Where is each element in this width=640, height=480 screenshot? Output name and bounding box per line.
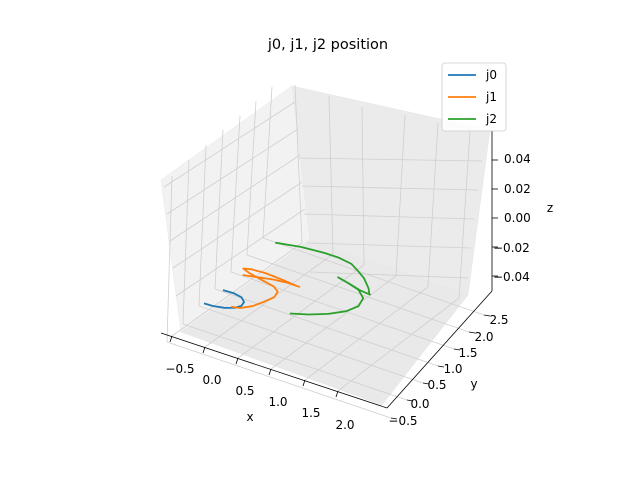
legend-label-j2: j2 — [485, 112, 497, 126]
floor-gridline-y — [166, 341, 392, 419]
back-gridline-z — [298, 157, 483, 162]
y-axis-label: y — [470, 377, 477, 391]
floor-gridline-x — [304, 286, 429, 381]
series-layer — [203, 241, 371, 316]
axes-panes — [160, 85, 491, 406]
left-gridline-z — [175, 208, 306, 297]
back-gridline-x — [427, 122, 439, 288]
floor-gridline-y — [198, 305, 424, 384]
back-gridline-x — [395, 114, 406, 277]
left-gridline-y — [182, 159, 190, 325]
legend: j0 j1 j2 — [441, 62, 507, 132]
left-gridline-z — [169, 154, 301, 242]
floor-gridline-x — [337, 297, 460, 392]
series-line-j1 — [230, 267, 301, 309]
floor-gridline-y — [214, 288, 439, 367]
floor-gridline-y — [246, 254, 470, 333]
tick-marks — [169, 159, 498, 420]
y-tick-mark — [468, 331, 476, 334]
x-tick-mark — [169, 335, 173, 343]
floor-gridline-y — [230, 271, 455, 350]
left-gridline-z — [163, 101, 296, 188]
y-tick-label: 1.0 — [443, 362, 462, 376]
legend-label-j0: j0 — [485, 68, 497, 82]
back-gridline-z — [301, 185, 479, 191]
z-axis-label: z — [547, 201, 553, 215]
floor-gridline-x — [171, 242, 303, 337]
floor-gridline-x — [270, 275, 397, 370]
x-axis-label: x — [246, 410, 253, 424]
y-tick-label: 1.5 — [458, 346, 477, 360]
y-tick-mark — [422, 382, 430, 385]
x-axis-line — [160, 332, 388, 409]
z-tick-label: −0.02 — [493, 241, 530, 255]
x-tick-label: 2.0 — [335, 418, 354, 432]
left-gridline-z — [172, 181, 303, 269]
floor-gridline-y — [262, 237, 485, 316]
x-tick-mark — [335, 390, 339, 398]
left-gridline-y — [262, 86, 273, 239]
left-gridline-z — [166, 128, 299, 215]
x-tick-label: −0.5 — [165, 362, 194, 376]
x-tick-label: 0.0 — [202, 373, 221, 387]
x-tick-label: 1.0 — [268, 395, 287, 409]
z-tick-label: −0.04 — [493, 270, 530, 284]
series-line-j2 — [275, 241, 371, 316]
y-tick-label: −0.5 — [388, 414, 417, 428]
z-tick-label: 0.00 — [504, 211, 531, 225]
x-tick-labels: −0.5 0.0 0.5 1.0 1.5 2.0 — [165, 362, 354, 432]
axis-lines — [160, 130, 493, 409]
back-gridline-z — [303, 213, 475, 220]
series-line-j0 — [203, 289, 246, 309]
back-gridline-z — [309, 271, 469, 279]
z-tick-labels: −0.04 −0.02 0.00 0.02 0.04 — [493, 152, 531, 284]
y-tick-label: 2.0 — [474, 330, 493, 344]
chart-title: j0, j1, j2 position — [267, 37, 388, 53]
left-gridline-y — [230, 115, 241, 273]
left-gridline-y — [246, 100, 257, 256]
y-tick-labels: −0.5 0.0 0.5 1.0 1.5 2.0 2.5 — [388, 313, 508, 428]
floor-gridline-y — [182, 323, 408, 401]
y-tick-label: 0.5 — [427, 378, 446, 392]
left-gridline-y — [214, 129, 224, 290]
back-gridline-x — [294, 84, 303, 244]
back-gridline-x — [458, 130, 471, 299]
z-tick-label: 0.02 — [504, 182, 531, 196]
x-tick-mark — [268, 368, 272, 376]
x-tick-mark — [202, 346, 206, 354]
y-tick-mark — [406, 399, 414, 402]
floor-pane — [180, 239, 469, 406]
x-tick-mark — [302, 379, 306, 387]
x-tick-label: 0.5 — [235, 384, 254, 398]
y-tick-label: 2.5 — [489, 313, 508, 327]
y-tick-label: 0.0 — [410, 397, 429, 411]
back-gridline-z — [306, 242, 472, 249]
y-axis-line — [386, 290, 493, 409]
x-tick-label: 1.5 — [301, 406, 320, 420]
back-gridline-x — [328, 95, 334, 255]
z-tick-label: 0.04 — [504, 152, 531, 166]
back-gridline-x — [361, 106, 365, 266]
left-gridline-y — [166, 175, 173, 343]
left-gridline-y — [198, 144, 207, 307]
legend-label-j1: j1 — [485, 90, 497, 104]
x-tick-mark — [235, 357, 239, 365]
gridlines — [163, 84, 485, 419]
y-tick-mark — [390, 417, 398, 420]
y-tick-mark — [453, 348, 461, 351]
y-tick-mark — [483, 314, 491, 317]
y-tick-mark — [437, 365, 445, 368]
